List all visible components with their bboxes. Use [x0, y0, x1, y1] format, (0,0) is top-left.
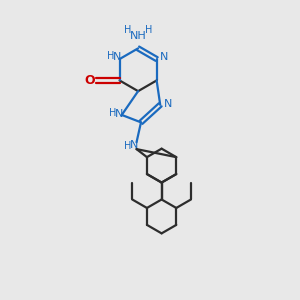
Text: N: N — [164, 99, 172, 109]
Text: H: H — [107, 51, 114, 61]
Text: H: H — [124, 141, 131, 151]
Text: H: H — [145, 25, 152, 35]
Text: H: H — [109, 108, 116, 118]
Text: N: N — [130, 140, 138, 150]
Text: NH: NH — [130, 31, 146, 41]
Text: O: O — [85, 74, 95, 87]
Text: N: N — [115, 109, 124, 119]
Text: N: N — [160, 52, 168, 62]
Text: H: H — [124, 25, 131, 35]
Text: N: N — [113, 52, 122, 62]
